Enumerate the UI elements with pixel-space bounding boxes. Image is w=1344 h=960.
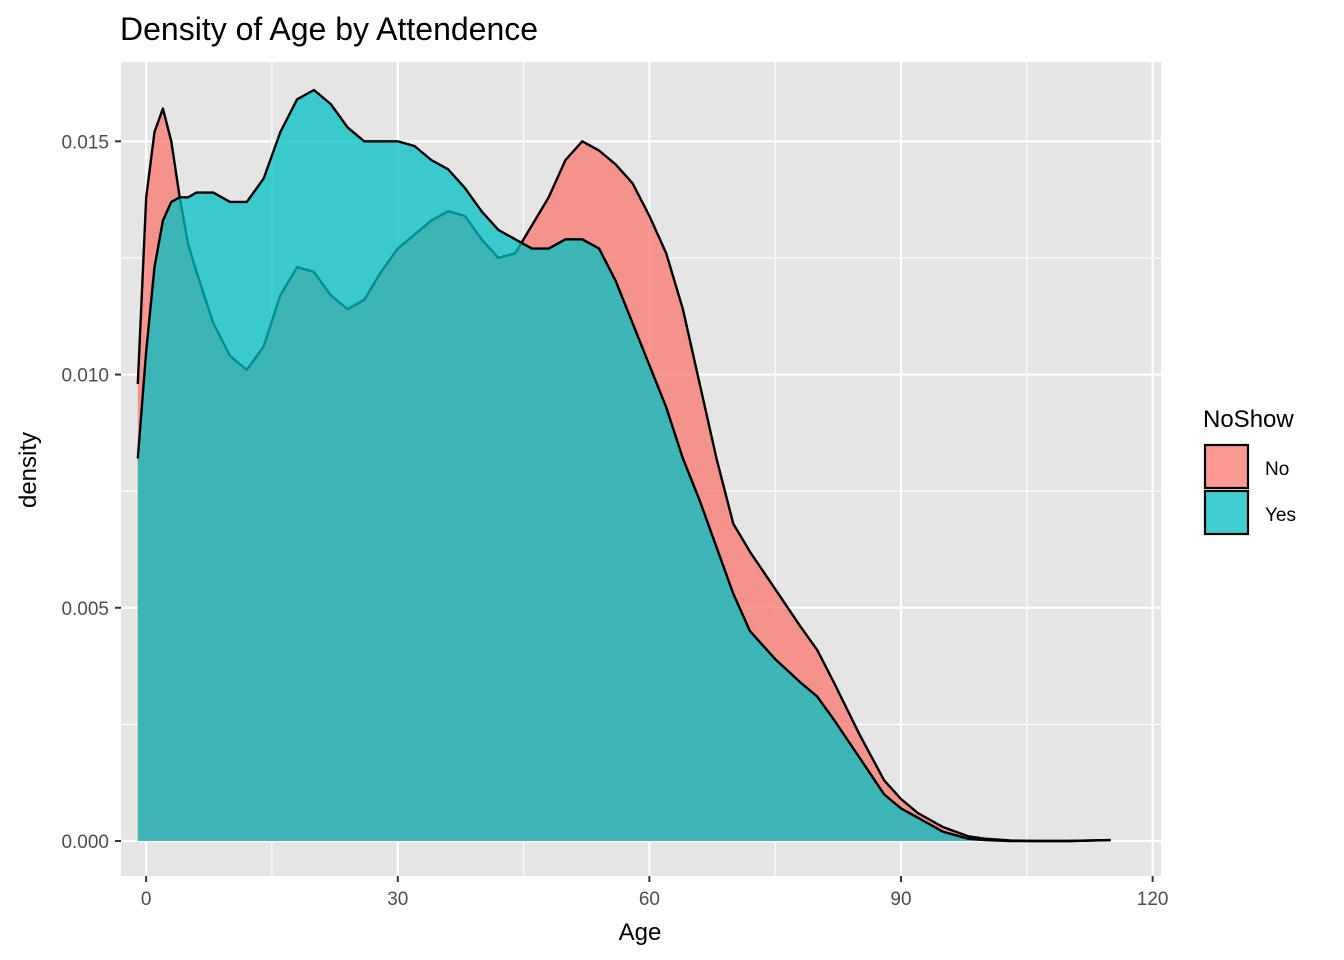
x-tick-label: 120 [1137, 889, 1169, 910]
legend-key-yes [1203, 489, 1250, 536]
x-tick-label: 30 [387, 889, 408, 910]
chart-title: Density of Age by Attendence [120, 11, 538, 47]
y-tick-label: 0.015 [61, 132, 109, 153]
density-area-yes [137, 90, 1111, 841]
density-areas [136, 88, 1111, 843]
y-tick-label: 0.000 [61, 832, 109, 853]
legend-key-no [1203, 443, 1250, 490]
y-axis: 0.000 0.005 0.010 0.015 [61, 132, 121, 853]
y-axis-title: density [15, 432, 42, 508]
x-axis: 0 30 60 90 120 [141, 876, 1169, 910]
y-tick-label: 0.005 [61, 599, 109, 620]
x-tick-label: 0 [141, 889, 152, 910]
y-tick-label: 0.010 [61, 366, 109, 387]
legend-label-no: No [1265, 459, 1289, 480]
density-line-yes [136, 88, 1111, 843]
x-tick-label: 60 [639, 889, 660, 910]
legend: NoShow No Yes [1203, 406, 1296, 536]
x-axis-title: Age [619, 919, 662, 946]
legend-title: NoShow [1203, 406, 1294, 433]
x-tick-label: 90 [890, 889, 911, 910]
legend-label-yes: Yes [1265, 505, 1296, 526]
